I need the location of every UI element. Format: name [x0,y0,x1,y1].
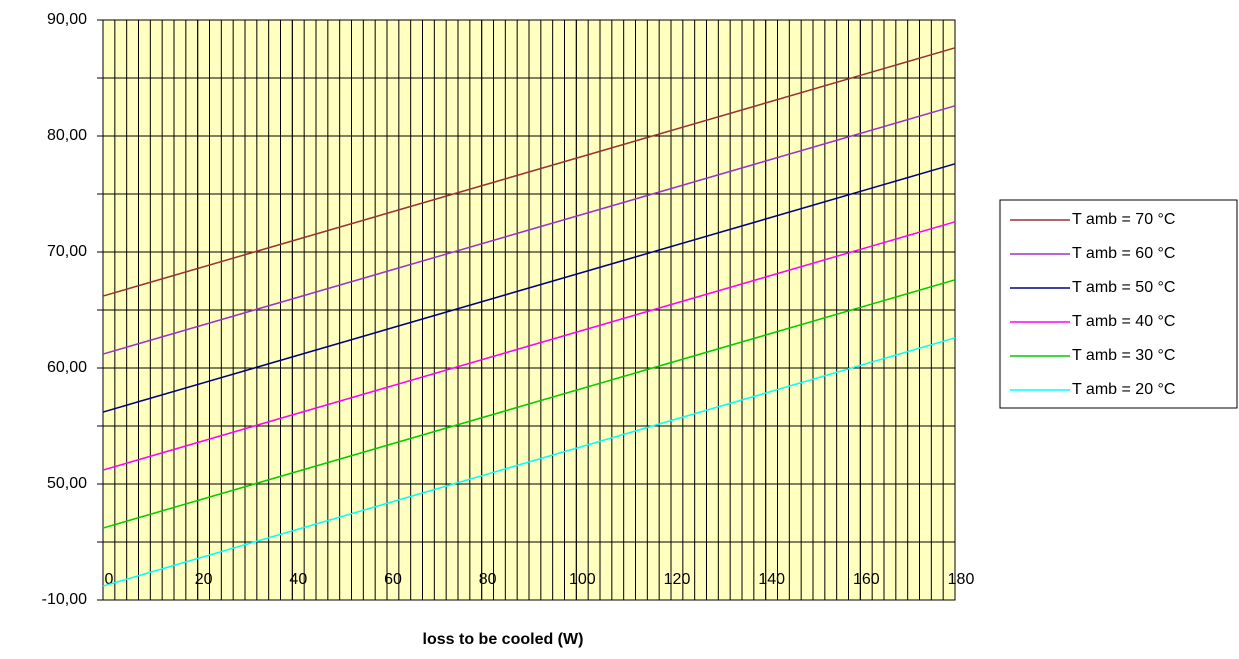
y-tick-label: 80,00 [47,127,87,144]
legend-label: T amb = 60 °C [1072,245,1175,262]
series-line [102,221,956,471]
legend-label: T amb = 70 °C [1072,211,1175,228]
y-tick-label: 70,00 [47,243,87,260]
legend-box [999,199,1238,409]
plot-border [102,19,956,601]
x-tick-label: 40 [289,571,307,588]
x-tick-label: 180 [948,571,975,588]
series-line [102,105,956,355]
legend-label: T amb = 30 °C [1072,347,1175,364]
x-tick-label: 140 [758,571,785,588]
x-tick-label: 80 [479,571,497,588]
y-tick-label: 50,00 [47,475,87,492]
series-line [102,163,956,413]
y-tick-label: -10,00 [42,591,87,608]
x-tick-label: 60 [384,571,402,588]
x-tick-label: 160 [853,571,880,588]
x-tick-label: 120 [664,571,691,588]
series-line [102,279,956,529]
legend-label: T amb = 20 °C [1072,381,1175,398]
y-tick-label: 60,00 [47,359,87,376]
legend-label: T amb = 50 °C [1072,279,1175,296]
x-axis-title: loss to be cooled (W) [423,631,584,648]
x-tick-label: 100 [569,571,596,588]
y-tick-label: 90,00 [47,11,87,28]
x-tick-label: 20 [195,571,213,588]
legend-label: T amb = 40 °C [1072,313,1175,330]
series-line [102,47,956,297]
x-tick-label: 0 [105,571,114,588]
series-line [102,337,956,587]
